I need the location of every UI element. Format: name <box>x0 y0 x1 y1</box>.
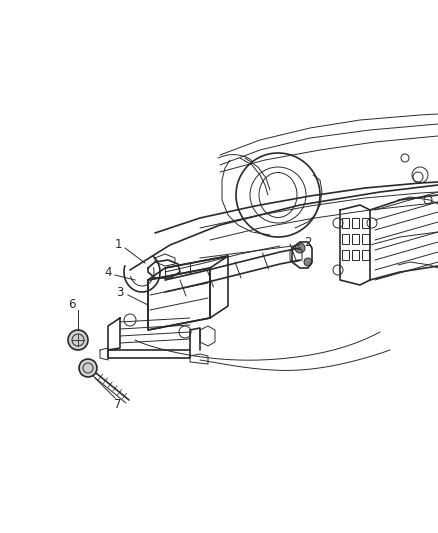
Text: 1: 1 <box>114 238 122 251</box>
Bar <box>342 250 349 260</box>
Bar <box>342 234 349 244</box>
Text: 4: 4 <box>104 266 112 279</box>
Bar <box>362 218 369 228</box>
Text: 2: 2 <box>304 236 312 248</box>
Circle shape <box>295 243 305 253</box>
Text: 6: 6 <box>68 297 76 311</box>
Bar <box>342 218 349 228</box>
Text: 7: 7 <box>114 398 122 410</box>
Circle shape <box>304 258 312 266</box>
Bar <box>362 234 369 244</box>
Bar <box>352 234 359 244</box>
Text: 3: 3 <box>117 286 124 298</box>
Bar <box>362 250 369 260</box>
Circle shape <box>79 359 97 377</box>
Bar <box>352 250 359 260</box>
Bar <box>352 218 359 228</box>
Circle shape <box>68 330 88 350</box>
